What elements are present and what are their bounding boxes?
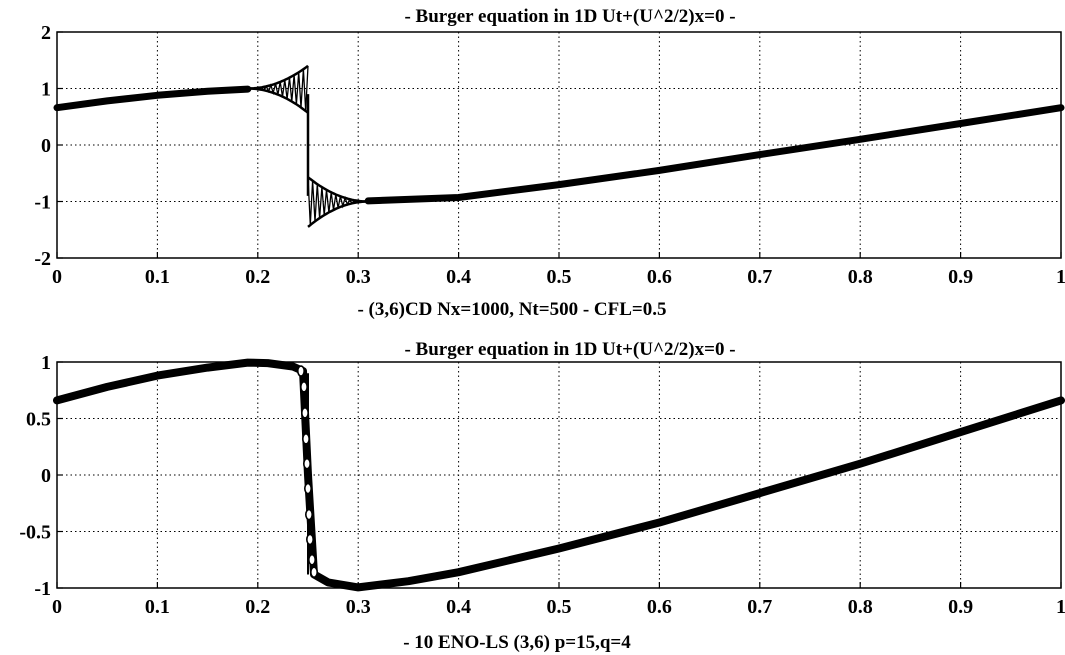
top-plot-panel: - Burger equation in 1D Ut+(U^2/2)x=0 - … [34,6,1065,320]
bottom-plot-y-tick-label: 1 [41,352,51,374]
bottom-plot-y-tick-labels: 1 0.5 0 -0.5 -1 [19,352,63,600]
bottom-plot-shock-marker [301,433,310,445]
top-plot-x-tick-label: 0.2 [245,266,270,288]
bottom-plot-shock-marker [305,508,314,521]
bottom-plot-x-tick-label: 0.4 [446,596,471,618]
bottom-plot-x-tick-label: 0 [52,596,62,618]
top-plot-y-tick-label: 1 [41,79,51,101]
top-plot-x-tick-label: 0.5 [547,266,572,288]
bottom-plot-y-tick-label: -1 [34,578,51,600]
top-plot-x-tick-label: 0.3 [346,266,371,288]
top-plot-x-tick-label: 0.1 [145,266,170,288]
bottom-plot-x-tick-label: 0.6 [647,596,672,618]
top-plot-y-tick-label: 0 [41,135,51,157]
top-plot-x-tick-label: 0 [52,266,62,288]
bottom-plot-x-tick-label: 0.7 [747,596,772,618]
bottom-plot-y-tick-label: 0 [41,465,51,487]
top-plot-x-tick-label: 0.4 [446,266,471,288]
bottom-plot-shock-marker [296,365,305,377]
bottom-plot-shock-marker [302,457,311,470]
top-plot-oscillation-envelope [247,64,309,90]
top-plot-oscillation-bands [247,64,369,228]
bottom-plot-x-tick-label: 0.5 [547,596,572,618]
bottom-plot-shock-marker [299,381,308,393]
bottom-plot-x-tick-label: 1 [1056,596,1065,618]
bottom-plot-shock-marker [308,553,317,566]
bottom-plot-grid [57,362,1061,588]
top-plot-y-tick-label: -2 [34,248,51,270]
top-plot-x-tick-label: 0.6 [647,266,672,288]
top-plot-title: - Burger equation in 1D Ut+(U^2/2)x=0 - [404,6,735,27]
bottom-plot-x-tick-label: 0.2 [245,596,270,618]
bottom-plot-x-tick-label: 0.9 [948,596,973,618]
top-plot-x-tick-labels: 0 0.1 0.2 0.3 0.4 0.5 0.6 0.7 0.8 0.9 1 [52,252,1065,288]
top-plot-x-tick-label: 0.9 [948,266,973,288]
top-plot-series [53,85,1065,205]
bottom-plot-x-tick-label: 0.3 [346,596,371,618]
bottom-plot-shock-markers [296,365,319,578]
top-plot-x-tick-label: 1 [1056,266,1065,288]
bottom-plot-shock-marker [306,533,315,546]
bottom-plot-y-tick-label: -0.5 [19,522,51,544]
top-plot-solution-line [364,104,1065,205]
bottom-plot-x-tick-labels: 0 0.1 0.2 0.3 0.4 0.5 0.6 0.7 0.8 0.9 1 [52,582,1065,618]
top-plot-solution-line [53,85,252,112]
top-plot-grid [57,32,1061,258]
top-plot-x-tick-label: 0.8 [848,266,873,288]
top-plot-y-tick-label: -1 [34,192,51,214]
top-plot-oscillation-envelope [307,200,369,228]
bottom-plot-x-tick-label: 0.1 [145,596,170,618]
top-plot-x-tick-label: 0.7 [747,266,772,288]
bottom-plot-xlabel: - 10 ENO-LS (3,6) p=15,q=4 [403,632,631,653]
bottom-plot-panel: - Burger equation in 1D Ut+(U^2/2)x=0 - … [19,339,1065,653]
top-plot-xlabel: - (3,6)CD Nx=1000, Nt=500 - CFL=0.5 [357,299,666,320]
top-plot-y-tick-labels: 2 1 0 -1 -2 [34,22,63,270]
top-plot-oscillation-envelope [247,87,309,114]
bottom-plot-shock-marker [303,482,312,495]
bottom-plot-y-tick-label: 0.5 [26,409,51,431]
bottom-plot-title: - Burger equation in 1D Ut+(U^2/2)x=0 - [404,339,735,360]
bottom-plot-shock-marker [300,407,309,419]
bottom-plot-shock-marker [310,566,319,578]
bottom-plot-x-tick-label: 0.8 [848,596,873,618]
top-plot-y-tick-label: 2 [41,22,51,44]
top-plot-oscillation-envelope [307,176,369,203]
bottom-plot-solution-line [53,358,1065,592]
